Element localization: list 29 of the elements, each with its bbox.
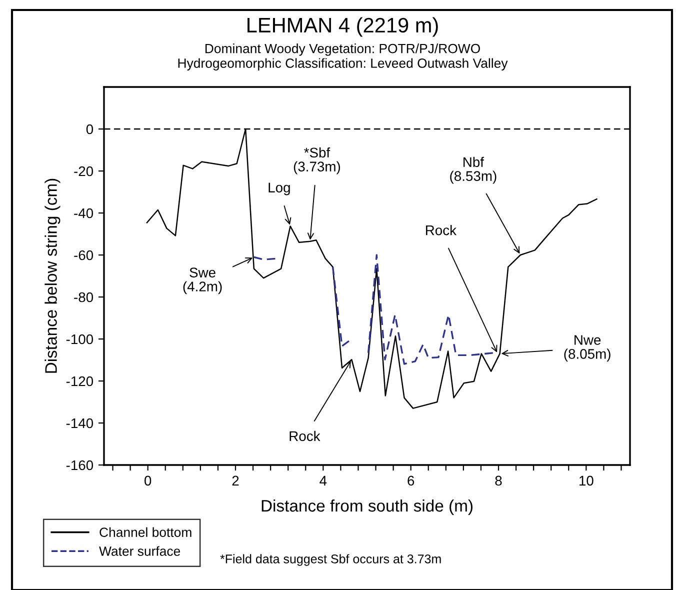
y-tick-label: -60 — [74, 250, 94, 260]
x-tick-label: 6 — [408, 476, 414, 486]
y-tick-label: -20 — [74, 166, 94, 176]
y-tick-label: -80 — [74, 292, 94, 302]
text: *Field data suggest Sbf occurs at 3.73m — [220, 554, 441, 566]
x-tick-label: 10 — [580, 476, 594, 486]
chart-subtitle: Dominant Woody Vegetation: POTR/PJ/ROWO Hydrogeomorphic Classification: Leveed Outwash Valley — [178, 44, 508, 70]
annotation: Nwe (8.05m) — [564, 335, 610, 362]
legend-label: Channel bottom — [100, 527, 192, 537]
chart-title: LEHMAN 4 (2219 m) — [248, 17, 438, 37]
annotation: Rock — [290, 430, 320, 442]
y-tick-label: 0 — [86, 124, 94, 134]
annotation: Swe (4.2m) — [183, 268, 222, 294]
legend-label: Water surface — [99, 546, 180, 556]
x-tick-label: 0 — [144, 476, 152, 486]
y-tick-label: -160 — [66, 460, 94, 470]
x-tick-label: 8 — [495, 476, 502, 486]
y-tick-label: -140 — [66, 418, 94, 428]
annotation: Log — [268, 182, 290, 196]
y-tick-label: -40 — [74, 208, 94, 218]
annotation: *Sbf (3.73m) — [294, 147, 340, 174]
x-axis-title: Distance from south side (m) — [262, 499, 472, 516]
y-axis-title: Distance below string (cm) — [44, 178, 60, 373]
annotation: Rock — [426, 225, 457, 236]
y-tick-label: -100 — [66, 334, 94, 344]
x-tick-label: 2 — [232, 476, 239, 486]
x-tick-label: 4 — [320, 476, 327, 486]
annotation: Nbf (8.53m) — [450, 156, 496, 184]
y-tick-label: -120 — [66, 376, 94, 386]
